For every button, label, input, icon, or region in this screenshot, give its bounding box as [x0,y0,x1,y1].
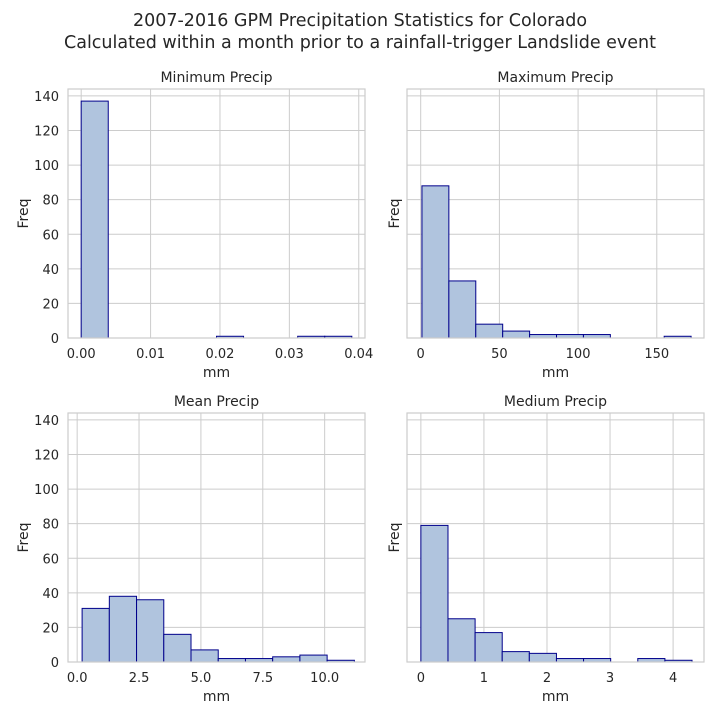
x-axis-label: mm [203,365,230,381]
histogram-bar [502,330,531,339]
y-tick-label: 120 [34,449,59,464]
x-tick-label: 0.02 [205,347,234,362]
y-tick-label: 100 [34,483,59,498]
histogram-bar [81,607,110,663]
x-tick-label: 150 [644,347,669,362]
x-tick-label: 0.0 [67,671,88,686]
x-tick-label: 50 [491,347,508,362]
y-tick-label: 20 [42,297,59,312]
y-tick-label: 100 [34,159,59,174]
x-tick-label: 4 [669,671,677,686]
axes-frame [67,412,366,663]
histogram-bar [136,599,165,663]
x-tick-label: 2.5 [129,671,150,686]
histogram-bar [475,323,504,339]
histogram-bar [272,656,301,663]
y-tick-label: 40 [42,587,59,602]
axes-frame [67,88,366,339]
y-tick-label: 80 [42,194,59,209]
x-tick-label: 3 [606,671,614,686]
histogram-bar [420,524,449,663]
x-tick-label: 1 [480,671,488,686]
x-tick-label: 0.01 [136,347,165,362]
y-axis-label: Freq [387,199,403,229]
panel-title: Medium Precip [504,394,607,410]
y-axis-label: Freq [387,523,403,553]
x-axis-label: mm [542,689,569,705]
histogram-panel-4: 0 1 2 3 4 Medium Precip mm Freq [387,394,705,705]
histogram-bar [447,618,476,663]
y-tick-label: 80 [42,518,59,533]
y-tick-label: 60 [42,228,59,243]
y-axis-label: Freq [16,199,32,229]
y-tick-label: 0 [51,332,59,347]
x-tick-label: 5.0 [191,671,212,686]
y-tick-label: 40 [42,263,59,278]
x-tick-label: 0 [417,347,425,362]
y-tick-label: 60 [42,552,59,567]
x-tick-label: 0.04 [344,347,373,362]
panel-title: Minimum Precip [160,70,272,86]
panel-title: Mean Precip [174,394,259,410]
y-tick-label: 140 [34,414,59,429]
histogram-bar [299,654,328,663]
histogram-bar [501,651,530,663]
figure-title: 2007-2016 GPM Precipitation Statistics f… [132,11,588,31]
y-axis-label: Freq [16,523,32,553]
figure-subtitle: Calculated within a month prior to a rai… [64,33,656,53]
histogram-panel-2: 0 50 100 150 Maximum Precip mm Freq [387,70,705,381]
histogram-bar [528,652,557,663]
histogram-bar [108,595,138,663]
x-axis-label: mm [203,689,230,705]
x-tick-label: 0.03 [275,347,304,362]
y-tick-label: 140 [34,90,59,105]
y-tick-label: 20 [42,621,59,636]
panel-title: Maximum Precip [497,70,613,86]
x-tick-label: 10.0 [310,671,339,686]
x-tick-label: 100 [566,347,591,362]
histogram-panel-1: 0.00 0.01 0.02 0.03 0.04 0 20 40 60 80 100 120 140 Mi… [16,70,373,381]
histogram-bar [448,280,477,339]
y-tick-label: 0 [51,656,59,671]
histogram-panel-3: 0.0 2.5 5.0 7.5 10.0 0 20 40 60 80 100 120 140 Mean P… [16,394,366,705]
x-tick-label: 0.00 [67,347,96,362]
histogram-bar [80,100,109,339]
x-tick-label: 7.5 [252,671,273,686]
y-tick-label: 120 [34,125,59,140]
axes-frame [406,88,705,339]
histogram-bar [190,649,219,663]
x-axis-label: mm [542,365,569,381]
axes-frame [406,412,705,663]
x-tick-label: 2 [543,671,551,686]
histogram-bar [474,632,503,663]
histogram-bar [421,185,450,339]
x-tick-label: 0 [417,671,425,686]
histogram-bar [163,633,192,663]
